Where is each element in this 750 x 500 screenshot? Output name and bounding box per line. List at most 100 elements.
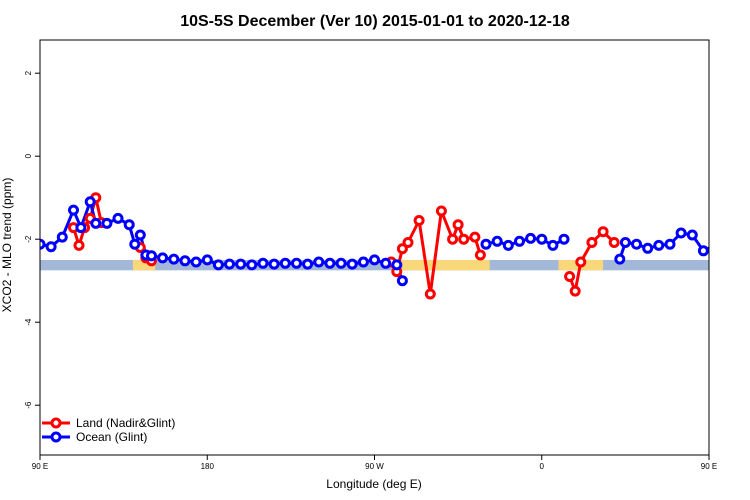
data-point-land	[597, 226, 609, 238]
x-tick-label: 0	[540, 462, 545, 471]
x-axis-label: Longitude (deg E)	[326, 477, 421, 491]
series-line-ocean	[618, 231, 709, 260]
data-point-ocean	[68, 204, 79, 216]
data-point-ocean	[619, 237, 631, 248]
data-point-land	[452, 219, 464, 231]
data-point-ocean	[129, 238, 141, 250]
data-point-ocean	[711, 241, 719, 249]
data-point-ocean	[101, 217, 113, 229]
data-point-ocean	[480, 238, 492, 250]
data-point-land	[469, 231, 481, 243]
data-point-ocean	[190, 256, 202, 268]
data-point-ocean	[536, 233, 548, 245]
data-point-ocean	[391, 259, 403, 271]
legend-label-land: Land (Nadir&Glint)	[76, 416, 175, 430]
data-point-ocean	[324, 257, 336, 269]
data-point-land	[575, 256, 587, 268]
data-point-ocean	[739, 206, 747, 214]
data-point-ocean	[697, 245, 709, 257]
y-tick-label: -4	[24, 318, 33, 326]
chart-title: 10S-5S December (Ver 10) 2015-01-01 to 2…	[180, 13, 570, 30]
data-point-ocean	[279, 257, 291, 269]
data-point-land	[458, 233, 470, 245]
data-point-land	[474, 249, 486, 261]
data-point-ocean	[302, 258, 314, 270]
data-point-land	[73, 239, 85, 251]
data-point-ocean	[396, 275, 408, 287]
data-point-land	[569, 285, 581, 297]
data-point-ocean	[235, 258, 247, 270]
data-point-land	[744, 241, 750, 249]
data-point-ocean	[664, 238, 676, 250]
x-tick-label: 90 E	[701, 462, 717, 471]
data-point-ocean	[291, 257, 302, 269]
data-point-ocean	[547, 239, 559, 251]
data-point-ocean	[168, 253, 180, 265]
data-point-ocean	[357, 256, 369, 268]
data-point-land	[413, 215, 425, 226]
data-point-ocean	[642, 242, 654, 254]
data-point-ocean	[157, 252, 169, 264]
data-point-ocean	[246, 259, 258, 271]
data-point-ocean	[614, 253, 626, 265]
data-point-ocean	[502, 239, 514, 251]
data-point-ocean	[514, 235, 525, 247]
data-point-land	[564, 271, 576, 282]
data-point-land	[608, 237, 620, 248]
legend-marker-land	[50, 417, 62, 429]
data-point-land	[402, 237, 414, 248]
data-point-land	[396, 243, 408, 255]
data-point-land	[586, 237, 598, 248]
legend-label-ocean: Ocean (Glint)	[76, 430, 147, 444]
x-axis: 90 E 180 90 W 0 90 E	[32, 455, 717, 471]
x-tick-label: 180	[201, 462, 215, 471]
legend-marker-ocean	[50, 431, 62, 443]
data-point-ocean	[257, 257, 269, 269]
series-line-land	[743, 198, 750, 246]
data-point-ocean	[335, 257, 347, 269]
data-point-ocean	[40, 238, 46, 250]
data-point-ocean	[75, 222, 87, 234]
data-point-ocean	[686, 229, 698, 241]
data-point-ocean	[201, 254, 213, 266]
x-tick-label: 90 W	[365, 462, 384, 471]
x-tick-label: 90 E	[32, 462, 48, 471]
y-tick-label: -6	[24, 401, 33, 409]
data-point-ocean	[56, 231, 68, 243]
series-points	[40, 192, 750, 300]
data-point-ocean	[224, 258, 235, 270]
data-point-ocean	[369, 254, 380, 266]
data-point-ocean	[134, 229, 146, 241]
data-point-ocean	[491, 235, 503, 247]
data-point-ocean	[112, 212, 124, 224]
data-point-land	[739, 224, 747, 232]
data-point-ocean	[631, 238, 642, 250]
land-band-segment	[132, 259, 156, 271]
data-point-ocean	[346, 258, 358, 270]
data-point-ocean	[558, 233, 570, 245]
data-point-ocean	[84, 196, 96, 208]
data-point-ocean	[722, 241, 730, 249]
data-point-ocean	[380, 257, 392, 269]
y-tick-label: 0	[24, 153, 33, 158]
y-tick-label: 2	[24, 70, 33, 75]
data-point-ocean	[653, 239, 665, 251]
y-axis: -6 -4 -2 0 2	[24, 70, 40, 409]
data-point-ocean	[123, 219, 135, 231]
data-point-ocean	[525, 232, 537, 244]
land-band-segment	[400, 259, 490, 271]
data-point-ocean	[212, 259, 224, 271]
data-point-ocean	[179, 255, 191, 267]
legend: Land (Nadir&Glint) Ocean (Glint)	[42, 416, 175, 444]
data-point-ocean	[746, 224, 750, 232]
data-point-ocean	[45, 241, 57, 253]
y-tick-label: -2	[24, 235, 33, 243]
y-axis-label: XCO2 - MLO trend (ppm)	[0, 178, 14, 313]
data-point-ocean	[733, 233, 741, 241]
data-point-land	[435, 205, 447, 217]
data-point-ocean	[146, 250, 157, 262]
data-point-land	[447, 233, 459, 245]
data-point-land	[424, 288, 436, 300]
data-point-ocean	[675, 227, 687, 239]
